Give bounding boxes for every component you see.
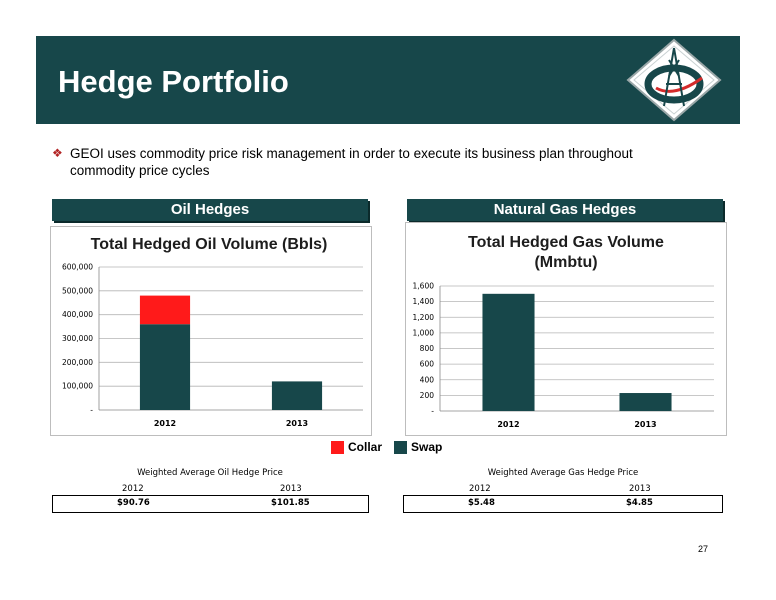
oil-x-tick-label: 2012 [154, 419, 176, 428]
oil-year-2012: 2012 [122, 484, 144, 494]
gas-y-tick-label: 1,200 [413, 313, 435, 322]
oil-y-tick-label: 400,000 [62, 310, 93, 319]
chart-legend: Collar Swap [331, 438, 454, 456]
gas-y-tick-label: 1,000 [413, 328, 435, 337]
oil-year-2013: 2013 [280, 484, 302, 494]
gas-y-tick-label: 800 [420, 344, 435, 353]
bullet-text: GEOI uses commodity price risk managemen… [70, 146, 633, 178]
oil-bar-collar-2012 [139, 295, 191, 325]
gas-x-tick-label: 2013 [634, 420, 656, 429]
oil-y-tick-label: 200,000 [62, 358, 93, 367]
legend-label-swap: Swap [411, 440, 443, 454]
gas-volume-chart: Total Hedged Gas Volume (Mmbtu) - 200 400 600… [413, 234, 714, 429]
gas-price-values: $5.48 $4.85 [403, 495, 723, 513]
gas-x-tick-label: 2012 [497, 420, 519, 429]
gas-y-tick-label: 1,400 [413, 297, 435, 306]
oil-hedges-heading: Oil Hedges [52, 199, 368, 221]
gas-bar-swap-2013 [619, 393, 672, 411]
gas-chart: Total Hedged Gas Volume (Mmbtu) - 200 400 600… [405, 222, 727, 436]
oil-bar-swap-2013 [271, 381, 323, 410]
oil-price-years: 2012 2013 [52, 484, 368, 496]
gas-price-2012: $5.48 [468, 498, 495, 508]
gas-hedges-heading: Natural Gas Hedges [407, 199, 723, 221]
company-logo-icon [626, 38, 722, 122]
page-number: 27 [698, 544, 709, 554]
oil-chart-title: Total Hedged Oil Volume (Bbls) [91, 236, 328, 253]
gas-y-tick-label: - [431, 407, 434, 416]
oil-y-tick-label: 500,000 [62, 286, 93, 295]
oil-x-tick-label: 2013 [286, 419, 308, 428]
gas-chart-title-line-2: (Mmbtu) [534, 254, 597, 271]
gas-y-tick-label: 1,600 [413, 282, 435, 291]
oil-price-caption: Weighted Average Oil Hedge Price [137, 468, 283, 478]
gas-chart-title-line-1: Total Hedged Gas Volume [468, 234, 664, 251]
oil-price-2012: $90.76 [117, 498, 150, 508]
oil-price-values: $90.76 $101.85 [52, 495, 369, 513]
oil-price-2013: $101.85 [271, 498, 310, 508]
oil-bar-swap-2012 [139, 324, 191, 410]
gas-price-2013: $4.85 [626, 498, 653, 508]
gas-price-caption: Weighted Average Gas Hedge Price [487, 468, 639, 478]
header-banner: Hedge Portfolio [36, 36, 740, 124]
gas-price-years: 2012 2013 [405, 484, 721, 496]
gas-y-tick-label: 400 [420, 375, 435, 384]
legend-label-collar: Collar [348, 440, 383, 454]
oil-y-tick-label: 600,000 [62, 263, 93, 272]
gas-y-tick-label: 600 [420, 360, 435, 369]
oil-y-tick-label: 100,000 [62, 382, 93, 391]
gas-bar-swap-2012 [482, 293, 535, 411]
oil-y-tick-label: - [90, 406, 93, 415]
diamond-bullet-icon: ❖ [52, 146, 63, 160]
oil-y-tick-label: 300,000 [62, 334, 93, 343]
gas-year-2012: 2012 [469, 484, 491, 494]
oil-volume-chart: Total Hedged Oil Volume (Bbls) - 100,000 20… [62, 236, 363, 428]
gas-year-2013: 2013 [629, 484, 651, 494]
collar-swatch [331, 440, 344, 454]
gas-y-tick-label: 200 [420, 391, 435, 400]
swap-swatch [394, 440, 408, 454]
oil-chart: Total Hedged Oil Volume (Bbls) - 100,000 20… [50, 226, 372, 436]
intro-bullet: ❖ GEOI uses commodity price risk managem… [52, 145, 692, 179]
page-title: Hedge Portfolio [58, 64, 289, 99]
